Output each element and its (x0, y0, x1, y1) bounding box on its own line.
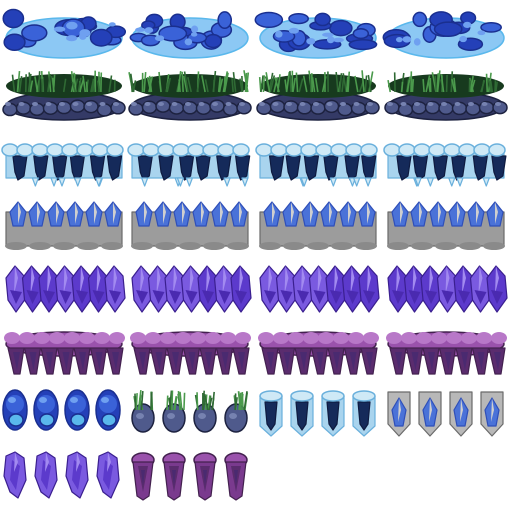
blue-rock-column-sprite (2, 389, 28, 431)
purple-stone-column-sprite (131, 452, 155, 501)
ice-ground-tile (127, 132, 251, 190)
crystal-grey-column-sprite (480, 391, 504, 437)
grass-stone-ground-tile (384, 66, 508, 124)
blue-rock-ground-sprite (2, 8, 127, 59)
grass-stone-column-sprite (131, 390, 155, 433)
crystal-grey-ground-sprite (387, 201, 505, 250)
crystal-grey-column-tile (386, 388, 412, 438)
blue-rock-column-tile (2, 388, 28, 438)
amethyst-column-sprite (65, 451, 89, 499)
amethyst-ground-tile (130, 260, 252, 318)
purple-stone-column-tile (130, 450, 156, 501)
ice-column-tile (320, 388, 346, 438)
crystal-grey-ground-tile (386, 196, 506, 254)
amethyst-ground-tile (386, 260, 508, 318)
crystal-grey-ground-tile (4, 196, 124, 254)
amethyst-column-tile (2, 450, 28, 500)
grass-stone-column-sprite (224, 391, 249, 433)
blue-rock-column-sprite (95, 389, 121, 431)
amethyst-ground-sprite (259, 265, 380, 313)
blue-rock-ground-tile (129, 4, 250, 62)
amethyst-column-sprite (3, 451, 27, 499)
crystal-grey-column-tile (479, 388, 505, 438)
blue-rock-column-sprite (64, 389, 90, 431)
ice-column-tile (258, 388, 284, 438)
blue-rock-column-tile (64, 388, 90, 438)
purple-stone-ground-tile (386, 322, 507, 380)
ice-ground-sprite (1, 143, 124, 187)
purple-stone-ground-sprite (130, 331, 251, 375)
ice-column-tile (289, 388, 315, 438)
crystal-grey-column-sprite (387, 391, 411, 437)
ice-ground-sprite (255, 143, 378, 187)
crystal-grey-ground-tile (130, 196, 250, 254)
amethyst-column-sprite (96, 451, 120, 499)
crystal-grey-ground-sprite (259, 201, 377, 250)
blue-rock-column-tile (33, 388, 59, 438)
grass-stone-ground-sprite (384, 70, 508, 121)
amethyst-column-sprite (34, 451, 58, 499)
grass-stone-column-sprite (193, 390, 217, 433)
crystal-grey-column-sprite (418, 391, 442, 437)
blue-rock-ground-sprite (382, 11, 505, 59)
blue-rock-ground-sprite (254, 11, 378, 59)
crystal-grey-column-tile (448, 388, 474, 438)
ice-ground-tile (255, 132, 378, 190)
amethyst-column-tile (64, 450, 90, 500)
grass-stone-ground-tile (2, 66, 126, 124)
blue-rock-ground-tile (382, 4, 506, 62)
purple-stone-ground-tile (258, 322, 379, 380)
ice-column-sprite (259, 390, 283, 437)
grass-stone-ground-tile (128, 66, 252, 124)
blue-rock-ground-sprite (129, 11, 249, 59)
grass-stone-column-tile (161, 388, 187, 438)
purple-stone-column-tile (192, 450, 218, 501)
ice-ground-tile (383, 132, 507, 190)
ice-column-sprite (352, 390, 376, 437)
crystal-grey-ground-sprite (131, 201, 249, 250)
crystal-grey-ground-tile (258, 196, 378, 254)
grass-stone-column-tile (192, 388, 218, 438)
grass-stone-ground-sprite (128, 70, 252, 121)
purple-stone-column-sprite (193, 452, 217, 501)
grass-stone-column-tile (130, 388, 156, 438)
amethyst-ground-sprite (5, 265, 126, 313)
grass-stone-column-sprite (162, 390, 186, 433)
purple-stone-column-tile (161, 450, 187, 501)
purple-stone-ground-tile (4, 322, 125, 380)
ice-column-sprite (321, 390, 345, 437)
purple-stone-ground-sprite (4, 331, 125, 375)
ice-column-sprite (290, 390, 314, 437)
grass-stone-ground-sprite (256, 70, 380, 121)
crystal-grey-ground-sprite (5, 201, 123, 250)
amethyst-column-tile (95, 450, 121, 500)
amethyst-ground-sprite (131, 265, 252, 313)
blue-rock-column-sprite (33, 389, 59, 431)
grass-stone-column-tile (223, 388, 249, 438)
blue-rock-ground-tile (2, 4, 127, 62)
purple-stone-column-sprite (162, 452, 186, 501)
crystal-grey-column-tile (417, 388, 443, 438)
amethyst-ground-tile (258, 260, 380, 318)
grass-stone-ground-tile (256, 66, 380, 124)
ice-ground-sprite (127, 143, 251, 187)
purple-stone-ground-sprite (386, 331, 507, 375)
grass-stone-ground-sprite (2, 70, 126, 121)
crystal-grey-column-sprite (449, 391, 473, 437)
ice-ground-sprite (383, 143, 507, 187)
purple-stone-ground-tile (130, 322, 251, 380)
purple-stone-ground-sprite (258, 331, 379, 375)
amethyst-ground-sprite (387, 265, 508, 313)
blue-rock-column-tile (95, 388, 121, 438)
ice-column-tile (351, 388, 377, 438)
blue-rock-ground-tile (254, 4, 378, 62)
amethyst-column-tile (33, 450, 59, 500)
amethyst-ground-tile (4, 260, 126, 318)
ice-ground-tile (1, 132, 124, 190)
purple-stone-column-tile (223, 450, 249, 501)
purple-stone-column-sprite (224, 452, 248, 501)
